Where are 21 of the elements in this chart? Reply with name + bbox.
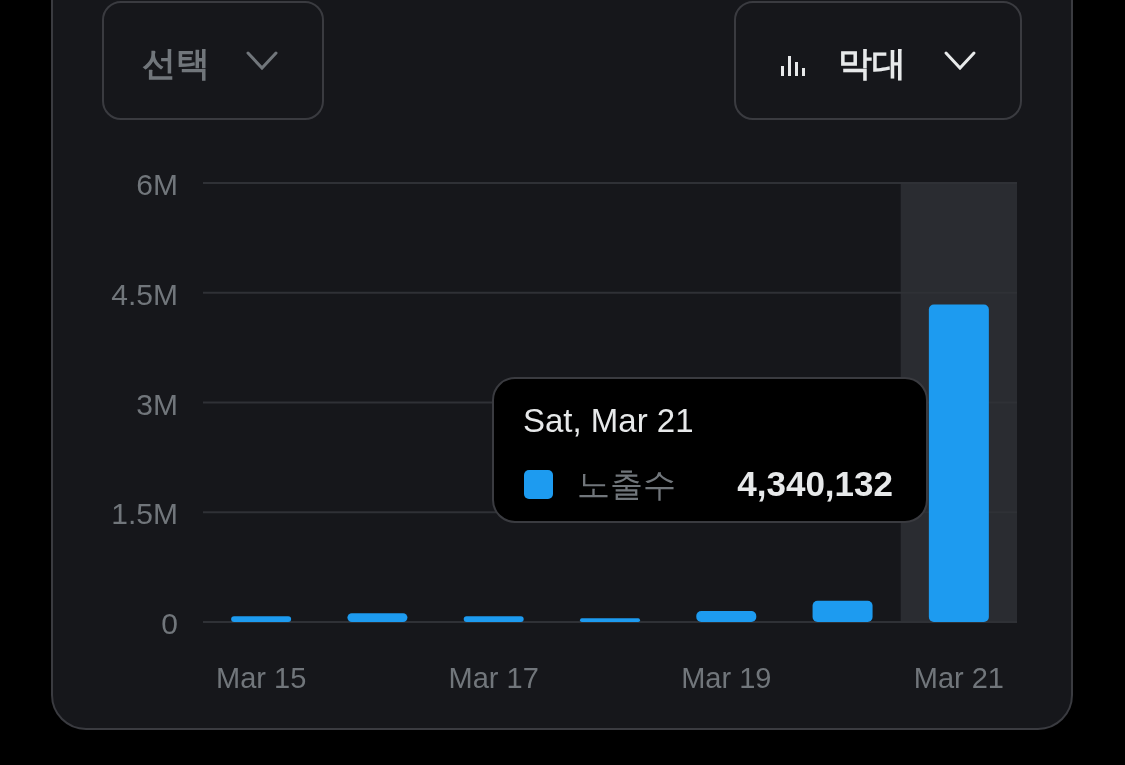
y-tick-label: 0 <box>161 607 178 640</box>
bar <box>347 613 408 622</box>
legend-label: 노출수 <box>577 466 676 503</box>
x-tick-label: Mar 21 <box>913 662 1004 694</box>
bar <box>231 616 292 622</box>
text: 선택 <box>142 44 210 82</box>
y-tick-label: 1.5M <box>111 497 178 531</box>
x-tick-label: Mar 17 <box>448 662 539 694</box>
y-tick-label: 6M <box>136 168 178 201</box>
y-tick-label: 3M <box>136 387 178 421</box>
annotation: 4,340,132 <box>737 464 893 503</box>
annotation: Sat, Mar 21 <box>523 402 694 439</box>
bar <box>928 304 989 622</box>
bar <box>580 618 640 622</box>
bar <box>696 611 757 622</box>
y-tick-label: 4.5M <box>111 277 178 311</box>
x-tick-label: Mar 19 <box>681 662 772 694</box>
x-tick-label: Mar 15 <box>216 662 307 694</box>
text: 막대 <box>838 44 906 82</box>
bar <box>463 616 524 622</box>
bar <box>812 600 873 622</box>
